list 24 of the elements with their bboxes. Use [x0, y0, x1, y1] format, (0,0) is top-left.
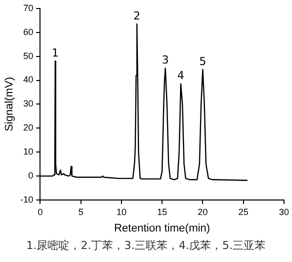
y-tick-label: 20: [23, 122, 34, 133]
x-tick-label: 0: [38, 206, 43, 217]
annotation: 1: [52, 46, 59, 60]
x-tick-label: 25: [238, 206, 248, 217]
y-tick-label: 70: [23, 2, 34, 13]
text: 1.尿嘧啶，2.丁苯，3.三联苯，4.戊苯，5.三亚苯: [25, 238, 267, 253]
annotation: 2: [133, 9, 140, 22]
y-tick-label: 60: [23, 26, 34, 37]
y-tick-label: -10: [20, 194, 34, 204]
y-tick-label: 40: [23, 74, 34, 85]
x-tick-label: 5: [78, 206, 84, 217]
annotation: 5: [199, 54, 206, 68]
y-axis-title: Signal(mV): [4, 76, 16, 132]
x-axis-title: Retention time(min): [114, 222, 210, 234]
y-tick-label: 10: [23, 146, 34, 157]
y-tick-label: 0: [28, 170, 34, 181]
annotation: 4: [177, 69, 184, 82]
y-tick-label: 30: [23, 98, 34, 109]
y-tick-label: 50: [23, 50, 34, 61]
x-tick-label: 15: [157, 206, 168, 217]
x-tick-label: 30: [278, 206, 289, 217]
annotation: 3: [162, 54, 169, 67]
x-tick-label: 20: [198, 206, 208, 217]
x-tick-label: 10: [116, 206, 126, 217]
